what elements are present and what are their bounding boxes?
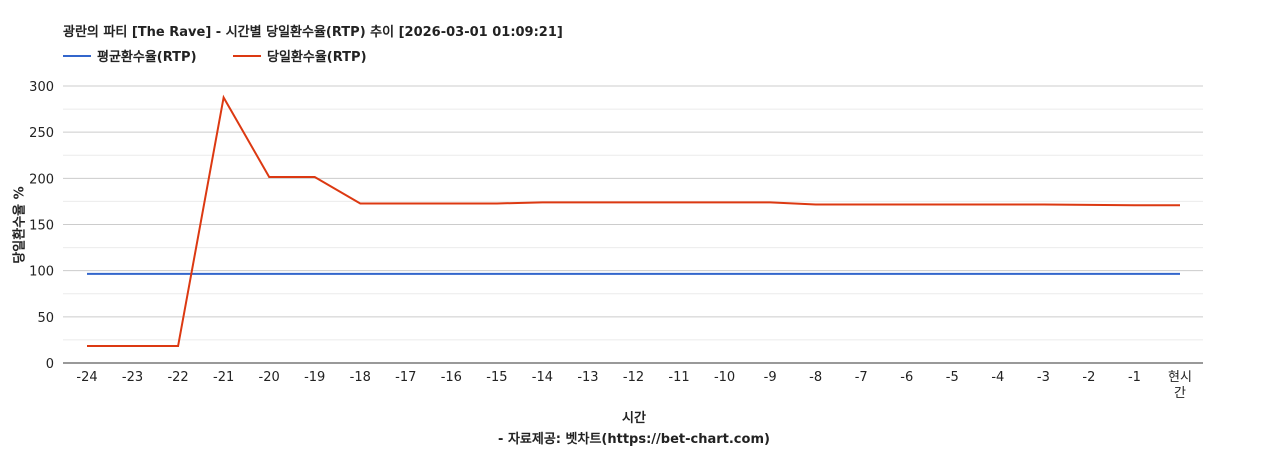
source-credit: - 자료제공: 벳차트(https://bet-chart.com) [498,432,770,447]
legend-item-daily[interactable]: 당일환수율(RTP) [233,46,367,65]
x-tick-label: -17 [395,370,416,385]
x-tick-label: -2 [1082,370,1095,385]
x-tick-label: -13 [577,370,598,385]
legend-swatch-daily [233,54,261,57]
x-tick-label: -5 [946,370,959,385]
x-tick-label: 현시 간 [1168,370,1192,401]
legend-label-daily: 당일환수율(RTP) [267,50,367,65]
x-tick-label: -23 [122,370,143,385]
x-tick-label: -16 [441,370,462,385]
y-tick-label: 250 [29,126,54,141]
x-tick-label: -11 [668,370,689,385]
x-tick-label: -21 [213,370,234,385]
x-tick-label: -22 [167,370,188,385]
y-axis-label: 당일환수율 % [12,186,28,263]
legend-swatch-average [63,54,91,57]
y-tick-label: 300 [29,80,54,95]
x-tick-label: -10 [714,370,735,385]
x-axis-label: 시간 [622,411,646,426]
x-tick-label: -19 [304,370,325,385]
x-tick-label: -15 [486,370,507,385]
x-tick-label: -7 [855,370,868,385]
x-tick-label: -18 [350,370,371,385]
series-line-daily [87,94,1180,348]
legend-label-average: 평균환수율(RTP) [97,50,197,65]
x-tick-label: -12 [623,370,644,385]
y-tick-label: 200 [29,172,54,187]
x-tick-label: -24 [76,370,97,385]
x-tick-label: -8 [809,370,822,385]
x-tick-label: -20 [259,370,280,385]
chart-title: 광란의 파티 [The Rave] - 시간별 당일환수율(RTP) 추이 [2… [63,25,563,40]
legend-item-average[interactable]: 평균환수율(RTP) [63,46,197,65]
y-tick-label: 150 [29,219,54,234]
x-tick-label: -14 [532,370,553,385]
x-tick-label: -6 [900,370,913,385]
x-tick-label: -1 [1128,370,1141,385]
x-tick-label: -3 [1037,370,1050,385]
x-tick-label: -4 [991,370,1004,385]
x-tick-label: -9 [764,370,777,385]
y-tick-label: 0 [46,357,54,372]
y-tick-label: 100 [29,265,54,280]
y-tick-label: 50 [37,311,54,326]
